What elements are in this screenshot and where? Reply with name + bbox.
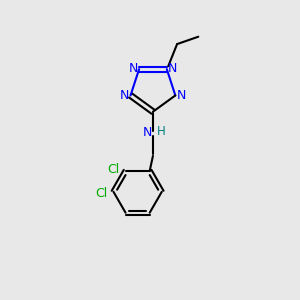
Text: N: N	[129, 62, 138, 75]
Text: N: N	[119, 89, 129, 102]
Text: N: N	[168, 62, 177, 75]
Text: Cl: Cl	[95, 187, 107, 200]
Text: N: N	[177, 89, 187, 102]
Text: N: N	[143, 126, 152, 140]
Text: Cl: Cl	[107, 163, 119, 176]
Text: H: H	[157, 125, 166, 138]
